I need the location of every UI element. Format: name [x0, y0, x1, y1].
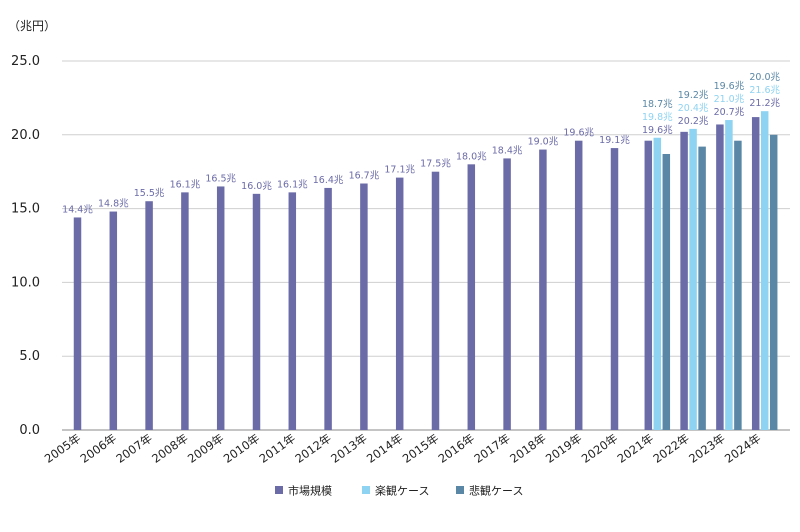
y-tick-label: 5.0 — [19, 349, 40, 364]
bar — [181, 192, 189, 430]
bar — [252, 193, 261, 430]
y-axis-tick-labels: 0.0 5.0 10.0 15.0 20.0 25.0 — [11, 54, 40, 438]
x-tick-label: 2006年 — [78, 431, 119, 466]
y-tick-label: 10.0 — [11, 275, 40, 290]
data-label: 17.1兆 — [384, 165, 415, 176]
x-tick-label: 2009年 — [185, 431, 226, 466]
bar — [503, 158, 511, 430]
bar — [145, 201, 153, 430]
x-tick-label: 2020年 — [579, 431, 620, 466]
x-tick-label: 2016年 — [436, 431, 477, 466]
x-tick-label: 2015年 — [400, 431, 441, 466]
data-label: 19.6兆 — [714, 81, 745, 92]
data-label: 16.1兆 — [277, 179, 308, 190]
data-label: 18.7兆 — [642, 99, 673, 110]
data-label: 19.8兆 — [642, 112, 673, 123]
y-tick-label: 20.0 — [11, 128, 40, 143]
y-tick-label: 25.0 — [11, 54, 40, 69]
legend-label: 楽観ケース — [375, 484, 429, 498]
bar — [324, 187, 332, 430]
x-tick-label: 2018年 — [507, 431, 548, 466]
x-tick-label: 2014年 — [364, 431, 405, 466]
legend-label: 悲観ケース — [469, 484, 523, 498]
data-label: 17.5兆 — [420, 159, 451, 170]
data-label: 20.0兆 — [749, 72, 780, 83]
data-label: 19.6兆 — [563, 128, 594, 139]
data-label: 19.6兆 — [642, 125, 673, 136]
x-tick-label: 2021年 — [615, 431, 656, 466]
y-axis-unit-label: （兆円） — [8, 19, 56, 33]
y-tick-label: 0.0 — [19, 423, 40, 438]
data-label: 20.2兆 — [678, 116, 709, 127]
bar — [467, 164, 476, 430]
data-label: 14.4兆 — [62, 204, 93, 215]
bar — [574, 140, 583, 431]
x-tick-label: 2017年 — [471, 431, 512, 466]
data-label: 21.6兆 — [749, 85, 780, 96]
y-tick-label: 15.0 — [11, 202, 40, 217]
data-label: 20.4兆 — [678, 103, 709, 114]
bar — [680, 131, 688, 430]
bar — [109, 211, 118, 430]
bar — [610, 148, 619, 431]
bar — [431, 171, 440, 430]
bar — [662, 153, 671, 430]
bar — [698, 146, 706, 430]
bars — [73, 111, 778, 431]
data-label: 15.5兆 — [134, 188, 165, 199]
data-label: 21.0兆 — [714, 94, 745, 105]
bar — [716, 124, 724, 430]
x-tick-label: 2022年 — [650, 431, 691, 466]
x-axis-category-labels: 2005年2006年2007年2008年2009年2010年2011年2012年… — [42, 431, 764, 466]
data-label: 16.4兆 — [313, 175, 344, 186]
data-label: 19.1兆 — [599, 135, 630, 146]
data-label: 21.2兆 — [749, 98, 780, 109]
data-label: 16.0兆 — [241, 181, 272, 192]
bar — [689, 128, 697, 430]
x-tick-label: 2011年 — [257, 431, 298, 466]
bar — [725, 120, 733, 430]
legend-label: 市場規模 — [288, 484, 332, 498]
legend: 市場規模 楽観ケース 悲観ケース — [275, 484, 523, 498]
x-tick-label: 2005年 — [42, 431, 83, 466]
bar — [288, 192, 297, 430]
bar — [644, 140, 653, 431]
bar — [653, 137, 662, 430]
bar — [539, 149, 547, 430]
data-label: 14.8兆 — [98, 199, 129, 210]
x-tick-label: 2007年 — [113, 431, 154, 466]
bar — [769, 134, 778, 431]
data-label: 18.0兆 — [456, 151, 487, 162]
data-labels: 14.4兆 14.8兆 15.5兆 16.1兆 16.5兆 16.0兆 16.1兆 16.4兆… — [62, 72, 780, 215]
data-label: 19.2兆 — [678, 90, 709, 101]
data-label: 16.7兆 — [349, 171, 380, 182]
bar — [73, 217, 82, 430]
x-tick-label: 2010年 — [221, 431, 262, 466]
data-label: 19.0兆 — [528, 137, 559, 148]
bar — [751, 117, 760, 430]
x-tick-label: 2013年 — [328, 431, 369, 466]
legend-swatch — [362, 486, 370, 494]
bar — [360, 183, 368, 430]
x-tick-label: 2023年 — [686, 431, 727, 466]
bar — [395, 177, 404, 430]
x-tick-label: 2024年 — [722, 431, 763, 466]
data-label: 16.1兆 — [170, 179, 201, 190]
legend-swatch — [456, 486, 464, 494]
bar — [734, 140, 742, 431]
data-label: 16.5兆 — [205, 173, 236, 184]
data-label: 18.4兆 — [492, 145, 523, 156]
bar — [216, 186, 225, 430]
x-tick-label: 2008年 — [149, 431, 190, 466]
legend-swatch — [275, 486, 283, 494]
bar — [760, 111, 769, 431]
data-label: 20.7兆 — [714, 107, 745, 118]
x-tick-label: 2012年 — [292, 431, 333, 466]
x-tick-label: 2019年 — [543, 431, 584, 466]
